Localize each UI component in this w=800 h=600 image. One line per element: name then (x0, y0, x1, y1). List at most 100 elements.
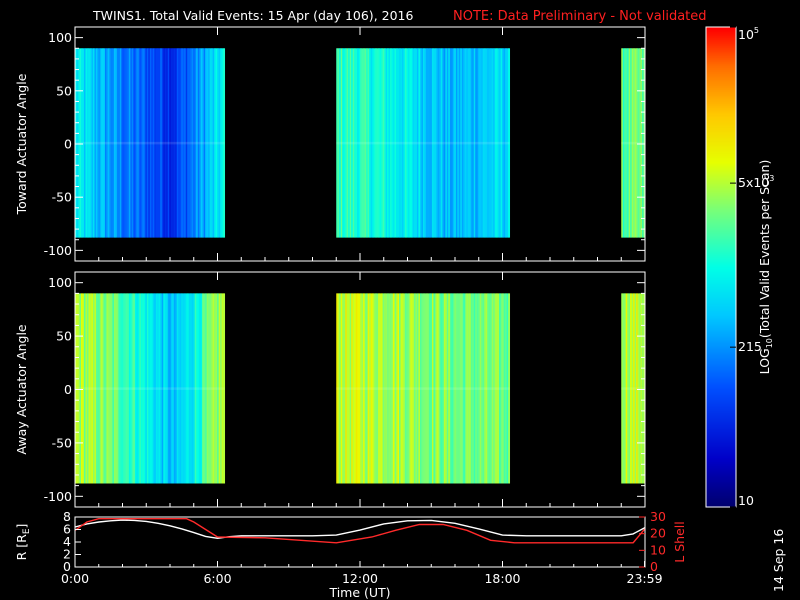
toward-column (354, 48, 357, 238)
away-column (223, 293, 226, 484)
toward-column (223, 48, 226, 238)
away-column (89, 293, 92, 484)
away-column (499, 293, 502, 484)
colorbar-step (706, 27, 736, 30)
colorbar-step (706, 497, 736, 500)
colorbar-step (706, 97, 736, 100)
toward-column (161, 48, 164, 238)
away-column (143, 293, 146, 484)
away-column (627, 293, 630, 484)
colorbar-step (706, 53, 736, 56)
away-column (419, 293, 422, 484)
away-column (131, 293, 134, 484)
colorbar-step (706, 353, 736, 356)
colorbar-step (706, 465, 736, 468)
away-column (109, 293, 112, 484)
colorbar-step (706, 119, 736, 122)
toward-column (217, 48, 220, 238)
toward-column (193, 48, 196, 238)
away-column (343, 293, 346, 484)
away-column (458, 293, 461, 484)
colorbar-step (706, 421, 736, 424)
toward-column (416, 48, 419, 238)
toward-column (427, 48, 430, 238)
toward-column (454, 48, 457, 238)
toward-column (339, 48, 342, 238)
colorbar-step (706, 401, 736, 404)
away-column (190, 293, 193, 484)
toward-column (214, 48, 217, 238)
colorbar-step (706, 357, 736, 360)
toward-column (639, 48, 641, 238)
colorbar-step (706, 415, 736, 418)
colorbar-step (706, 103, 736, 106)
toward-column (496, 48, 499, 238)
toward-column (458, 48, 461, 238)
colorbar-step (706, 249, 736, 252)
colorbar-step (706, 399, 736, 402)
colorbar-step (706, 311, 736, 314)
away-column (418, 293, 421, 484)
away-column (410, 293, 413, 484)
colorbar-step (706, 365, 736, 368)
x-tick-label: 12:00 (342, 571, 378, 586)
y-tick-label: 100 (48, 30, 72, 45)
colorbar-step (706, 145, 736, 148)
toward-column (479, 48, 482, 238)
away-column (88, 293, 91, 484)
colorbar-step (706, 411, 736, 414)
away-zero-band (336, 387, 510, 390)
away-column (478, 293, 481, 484)
toward-column (424, 48, 427, 238)
toward-column (176, 48, 179, 238)
colorbar-step (706, 225, 736, 228)
toward-column (478, 48, 481, 238)
toward-column (164, 48, 167, 238)
toward-column (428, 48, 431, 238)
toward-column (473, 48, 476, 238)
away-column (76, 293, 79, 484)
toward-column (421, 48, 424, 238)
colorbar-step (706, 59, 736, 62)
colorbar-step (706, 215, 736, 218)
toward-column (218, 48, 221, 238)
away-column (83, 293, 86, 484)
toward-column (373, 48, 376, 238)
away-column (163, 293, 166, 484)
colorbar-step (706, 443, 736, 446)
colorbar-step (706, 101, 736, 104)
colorbar-step (706, 355, 736, 358)
colorbar-step (706, 231, 736, 234)
colorbar-step (706, 447, 736, 450)
toward-column (445, 48, 448, 238)
colorbar-step (706, 285, 736, 288)
toward-column (134, 48, 137, 238)
away-column (337, 293, 340, 484)
toward-column (95, 48, 98, 238)
colorbar-step (706, 261, 736, 264)
colorbar-step (706, 315, 736, 318)
toward-column (221, 48, 224, 238)
away-column (146, 293, 149, 484)
away-column (409, 293, 412, 484)
toward-column (194, 48, 197, 238)
away-column (430, 293, 433, 484)
away-column (218, 293, 221, 484)
toward-column (343, 48, 346, 238)
colorbar-step (706, 127, 736, 130)
away-column (470, 293, 473, 484)
away-column (91, 293, 94, 484)
away-column (340, 293, 343, 484)
toward-column (101, 48, 104, 238)
away-column (145, 293, 148, 484)
colorbar-step (706, 187, 736, 190)
y-tick-label: 50 (56, 329, 72, 344)
toward-column (349, 48, 352, 238)
colorbar-step (706, 129, 736, 132)
away-column (640, 293, 643, 484)
toward-column (449, 48, 452, 238)
r-earth-line (74, 519, 646, 540)
away-column (127, 293, 130, 484)
away-segment (336, 293, 511, 484)
